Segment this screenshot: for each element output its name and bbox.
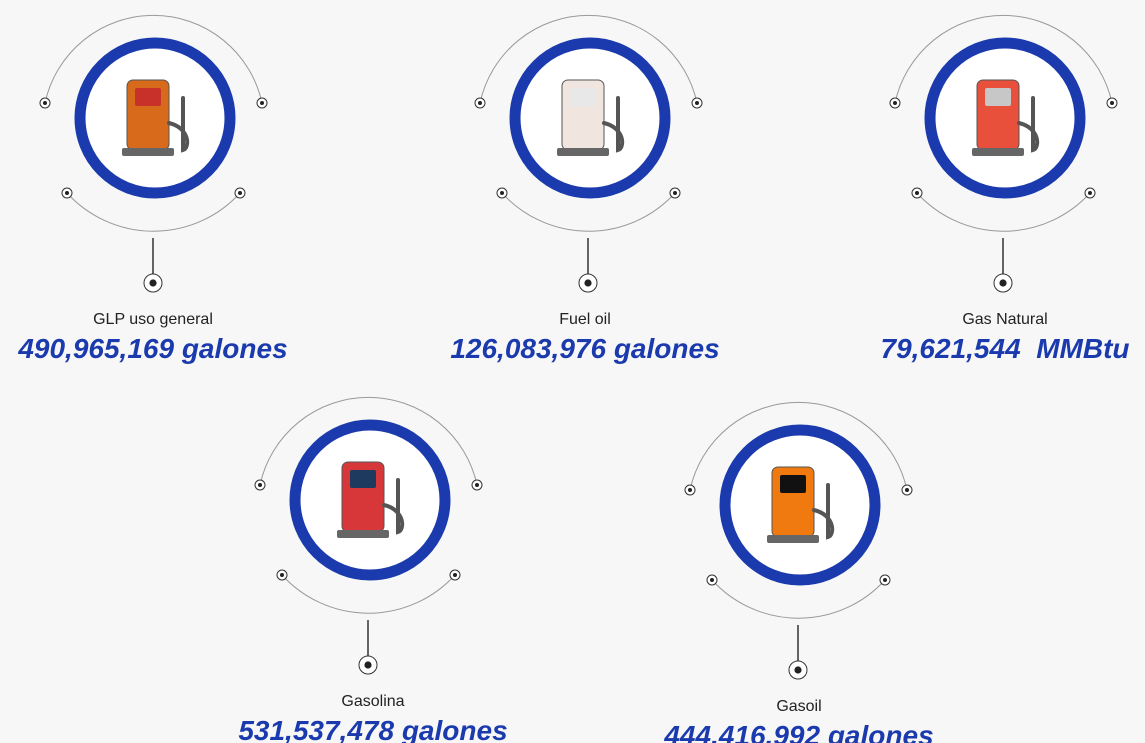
item: Gasoil 444,416,992 galones [663, 402, 933, 743]
item-value: 79,621,544 MMBtu [881, 333, 1130, 364]
pump-base [767, 535, 819, 543]
connector-dot-center [710, 578, 714, 582]
pump-screen [570, 88, 596, 106]
pump-base [972, 148, 1024, 156]
item-label: Fuel oil [559, 311, 611, 328]
pump-screen [350, 470, 376, 488]
item-label: GLP uso general [93, 311, 213, 328]
connector-dot-center [149, 279, 156, 286]
connector-dot-center [475, 483, 479, 487]
connector-dot-center [794, 666, 801, 673]
pump-screen [985, 88, 1011, 106]
connector-dot-center [695, 101, 699, 105]
bottom-arc [282, 575, 455, 613]
bottom-arc [502, 193, 675, 231]
connector-dot-center [238, 191, 242, 195]
bottom-arc [917, 193, 1090, 231]
connector-dot-center [280, 573, 284, 577]
item-label: Gas Natural [962, 311, 1047, 328]
connector-dot-center [893, 101, 897, 105]
infographic: GLP uso general 490,965,169 galones Fuel o… [0, 0, 1145, 743]
pump-base [122, 148, 174, 156]
item-value: 531,537,478 galones [238, 715, 507, 743]
connector-dot-center [688, 488, 692, 492]
item-value: 490,965,169 galones [17, 333, 287, 364]
pump-screen [780, 475, 806, 493]
connector-dot-center [453, 573, 457, 577]
item-value: 444,416,992 galones [663, 720, 933, 743]
connector-dot-center [905, 488, 909, 492]
connector-dot-center [364, 661, 371, 668]
connector-dot-center [500, 191, 504, 195]
item-label: Gasolina [341, 693, 404, 710]
item-value: 126,083,976 galones [450, 333, 719, 364]
pump-base [337, 530, 389, 538]
item: Fuel oil 126,083,976 galones [450, 15, 719, 364]
connector-dot-center [584, 279, 591, 286]
connector-dot-center [1088, 191, 1092, 195]
item: Gas Natural 79,621,544 MMBtu [881, 15, 1130, 364]
item: Gasolina 531,537,478 galones [238, 397, 507, 743]
connector-dot-center [915, 191, 919, 195]
pump-screen [135, 88, 161, 106]
connector-dot-center [43, 101, 47, 105]
connector-dot-center [883, 578, 887, 582]
connector-dot-center [673, 191, 677, 195]
connector-dot-center [999, 279, 1006, 286]
pump-base [557, 148, 609, 156]
connector-dot-center [258, 483, 262, 487]
connector-dot-center [65, 191, 69, 195]
item: GLP uso general 490,965,169 galones [17, 15, 287, 364]
bottom-arc [67, 193, 240, 231]
connector-dot-center [260, 101, 264, 105]
item-label: Gasoil [776, 698, 821, 715]
connector-dot-center [1110, 101, 1114, 105]
connector-dot-center [478, 101, 482, 105]
bottom-arc [712, 580, 885, 618]
